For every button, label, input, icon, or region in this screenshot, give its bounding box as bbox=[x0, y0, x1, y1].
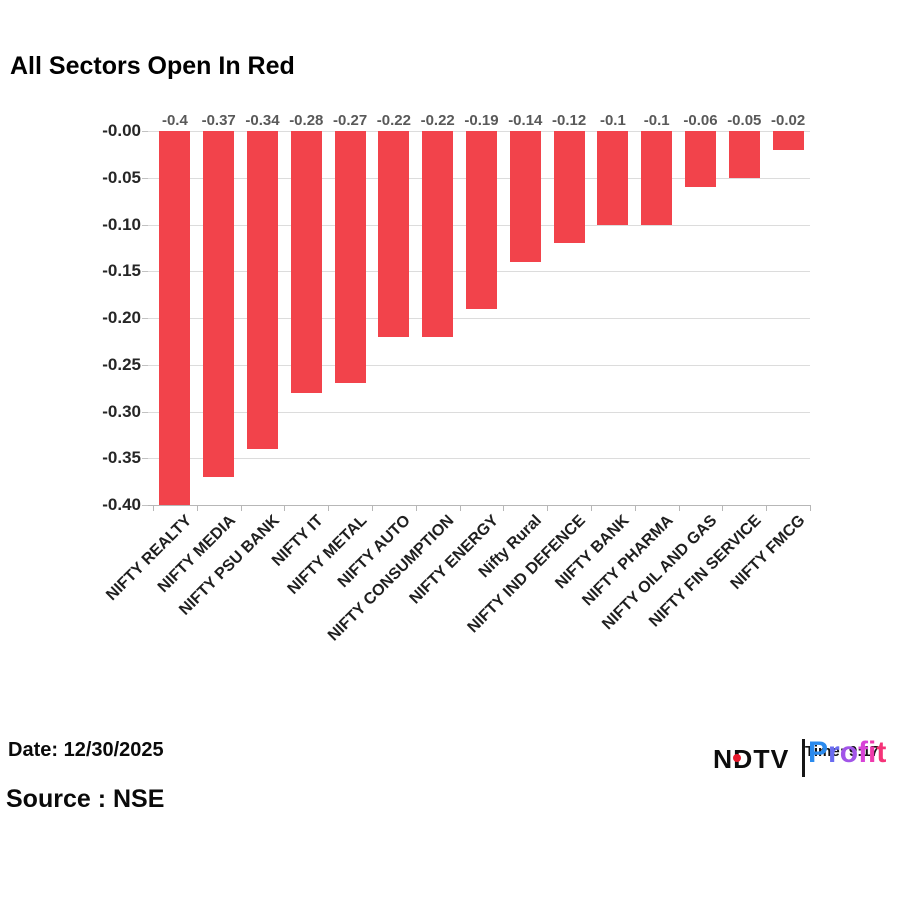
x-axis-tick-mark bbox=[240, 505, 242, 511]
ndtv-profit-logo: NDTV Time: 9:17 Profit bbox=[705, 735, 900, 783]
bar bbox=[422, 131, 454, 337]
ndtv-wordmark: NDTV bbox=[713, 744, 790, 774]
profit-letter: i bbox=[868, 736, 877, 769]
profit-wordmark: Profit bbox=[808, 736, 886, 770]
y-axis-tick-label: -0.35 bbox=[102, 448, 141, 468]
x-axis-tick-mark bbox=[328, 505, 330, 511]
bar bbox=[728, 131, 760, 178]
y-axis-tick-label: -0.30 bbox=[102, 401, 141, 421]
y-axis-tick-label: -0.00 bbox=[102, 121, 141, 140]
bar-value-label: -0.1 bbox=[599, 112, 626, 129]
bar bbox=[378, 131, 410, 337]
y-axis-tick-label: -0.10 bbox=[102, 214, 141, 234]
y-axis-tick-label: -0.40 bbox=[102, 495, 141, 514]
chart-title: All Sectors Open In Red bbox=[10, 52, 295, 80]
y-axis-tick-mark bbox=[142, 224, 148, 226]
profit-letter: o bbox=[839, 736, 859, 769]
logo-separator-bar bbox=[802, 739, 805, 777]
gridline bbox=[148, 318, 810, 319]
y-axis-tick-mark bbox=[142, 271, 148, 273]
x-axis-tick-mark bbox=[810, 505, 811, 511]
x-axis-tick-mark bbox=[372, 505, 373, 511]
y-axis-tick-mark bbox=[142, 131, 148, 132]
profit-letter: r bbox=[828, 736, 840, 769]
bar-value-label: -0.14 bbox=[508, 112, 543, 129]
y-axis-tick-label: -0.05 bbox=[102, 167, 141, 187]
bar bbox=[685, 131, 716, 188]
ndtv-red-dot-icon bbox=[733, 754, 741, 762]
bar bbox=[553, 131, 585, 244]
x-axis-tick-mark bbox=[547, 505, 549, 511]
date-label: Date: 12/30/2025 bbox=[8, 739, 164, 761]
bar-value-label: -0.19 bbox=[464, 112, 499, 129]
y-axis-tick-mark bbox=[142, 318, 148, 319]
profit-letter: P bbox=[808, 736, 829, 769]
y-axis-tick-mark bbox=[142, 411, 148, 413]
x-axis-tick-mark bbox=[503, 505, 505, 511]
profit-letter: f bbox=[858, 736, 869, 769]
x-axis-tick-mark bbox=[591, 505, 592, 511]
bar bbox=[247, 131, 278, 449]
y-axis-tick-label: -0.25 bbox=[102, 354, 141, 374]
x-axis-line bbox=[148, 505, 810, 506]
x-axis-tick-mark bbox=[459, 505, 461, 511]
bar bbox=[334, 131, 366, 384]
x-axis-tick-mark bbox=[634, 505, 636, 511]
source-label: Source : NSE bbox=[6, 785, 165, 813]
y-axis-tick-mark bbox=[142, 505, 148, 506]
bar bbox=[509, 131, 541, 262]
y-axis-tick-label: -0.15 bbox=[102, 261, 141, 281]
bar bbox=[597, 131, 629, 225]
bar bbox=[466, 131, 497, 309]
bar bbox=[290, 131, 322, 393]
bar-value-label: -0.06 bbox=[683, 112, 718, 129]
bar-chart-plot-area: -0.00 -0.05 -0.10 -0.15 -0.20 -0.25 -0.30 -0.35… bbox=[102, 112, 811, 644]
bar-value-label: -0.37 bbox=[201, 112, 236, 129]
bar bbox=[772, 131, 804, 150]
x-axis-tick-mark bbox=[766, 505, 768, 511]
bar-value-label: -0.1 bbox=[643, 112, 670, 129]
bar-value-label: -0.4 bbox=[161, 112, 188, 129]
x-axis-tick-mark bbox=[284, 505, 286, 511]
x-axis-tick-mark bbox=[153, 505, 154, 511]
y-axis-tick-mark bbox=[142, 177, 148, 179]
bar-value-label: -0.22 bbox=[420, 112, 455, 129]
gridline bbox=[148, 411, 810, 413]
bar-value-label: -0.34 bbox=[245, 112, 280, 129]
bar-value-label: -0.28 bbox=[289, 112, 324, 129]
x-axis-tick-mark bbox=[196, 505, 198, 511]
timestamp-overlay: Time: 9:17 bbox=[805, 743, 879, 760]
bar bbox=[159, 131, 191, 505]
y-axis-tick-mark bbox=[142, 364, 148, 366]
profit-letter: t bbox=[876, 736, 887, 769]
bar-value-label: -0.02 bbox=[770, 112, 806, 129]
x-axis-tick-mark bbox=[722, 505, 724, 511]
x-axis-tick-mark bbox=[678, 505, 680, 511]
gridline bbox=[148, 364, 810, 366]
bar-value-label: -0.12 bbox=[551, 112, 587, 129]
bar-value-label: -0.05 bbox=[727, 112, 762, 129]
bar-value-label: -0.27 bbox=[332, 112, 368, 129]
bar bbox=[641, 131, 673, 225]
y-axis-tick-mark bbox=[142, 458, 148, 460]
bar-value-label: -0.22 bbox=[376, 112, 411, 129]
x-axis-tick-mark bbox=[415, 505, 417, 511]
gridline bbox=[148, 458, 810, 460]
y-axis-tick-label: -0.20 bbox=[102, 308, 141, 327]
bar bbox=[203, 131, 235, 477]
